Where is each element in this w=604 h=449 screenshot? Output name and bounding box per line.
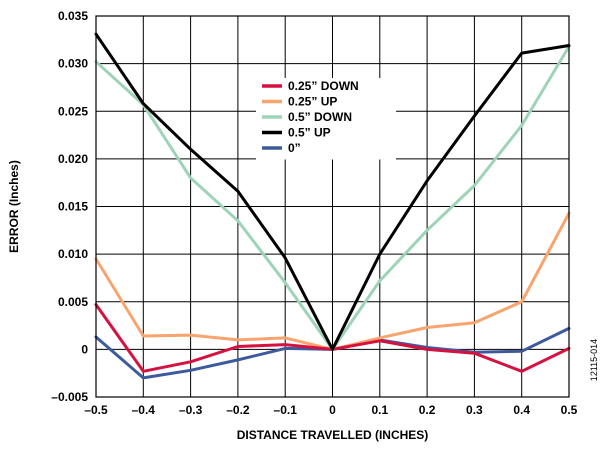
grid	[95, 15, 570, 398]
y-axis-title: ERROR (Inches)	[7, 160, 21, 253]
y-tick-labels: –0.005 0 0.005 0.010 0.015 0.020 0.025 0.030 0.0…	[51, 9, 88, 404]
y-tick-label: 0.035	[58, 9, 88, 23]
y-tick-label: 0.030	[58, 57, 88, 71]
x-tick-label: 0.1	[371, 403, 388, 417]
x-tick-label: –0.4	[132, 403, 156, 417]
legend: 0.25” DOWN 0.25” UP0.5” DOWN 0.5” UP0”	[256, 78, 396, 160]
legend-label: 0.25” DOWN	[288, 79, 359, 93]
x-tick-labels: –0.5 –0.4 –0.3 –0.2 –0.1 0 0.1 0.2 0.3 0.4 0.5	[84, 403, 577, 417]
series-line-3	[94, 32, 571, 351]
x-tick-label: 0.3	[466, 403, 483, 417]
x-tick-label: –0.3	[179, 403, 203, 417]
x-tick-label: 0.5	[561, 403, 578, 417]
legend-label: 0.5” UP	[288, 126, 331, 140]
y-tick-label: 0.015	[58, 200, 88, 214]
plot-frame	[95, 15, 570, 398]
x-tick-label: –0.5	[84, 403, 108, 417]
x-tick-label: 0.4	[513, 403, 530, 417]
y-tick-label: 0	[81, 342, 88, 356]
x-tick-label: 0.2	[419, 403, 436, 417]
figure-id: 12115-014	[589, 339, 599, 381]
y-tick-label: 0.010	[58, 247, 88, 261]
legend-label: 0.5” DOWN	[288, 110, 352, 124]
y-tick-label: 0.025	[58, 104, 88, 118]
legend-label: 0”	[288, 141, 301, 155]
x-tick-label: 0	[329, 403, 336, 417]
y-tick-label: 0.005	[58, 295, 88, 309]
legend-label: 0.25” UP	[288, 95, 337, 109]
series-lines	[94, 32, 571, 380]
x-tick-label: –0.2	[226, 403, 250, 417]
x-tick-label: –0.1	[274, 403, 298, 417]
y-tick-label: –0.005	[51, 390, 88, 404]
y-tick-label: 0.020	[58, 152, 88, 166]
x-axis-title: DISTANCE TRAVELLED (INCHES)	[237, 428, 429, 442]
